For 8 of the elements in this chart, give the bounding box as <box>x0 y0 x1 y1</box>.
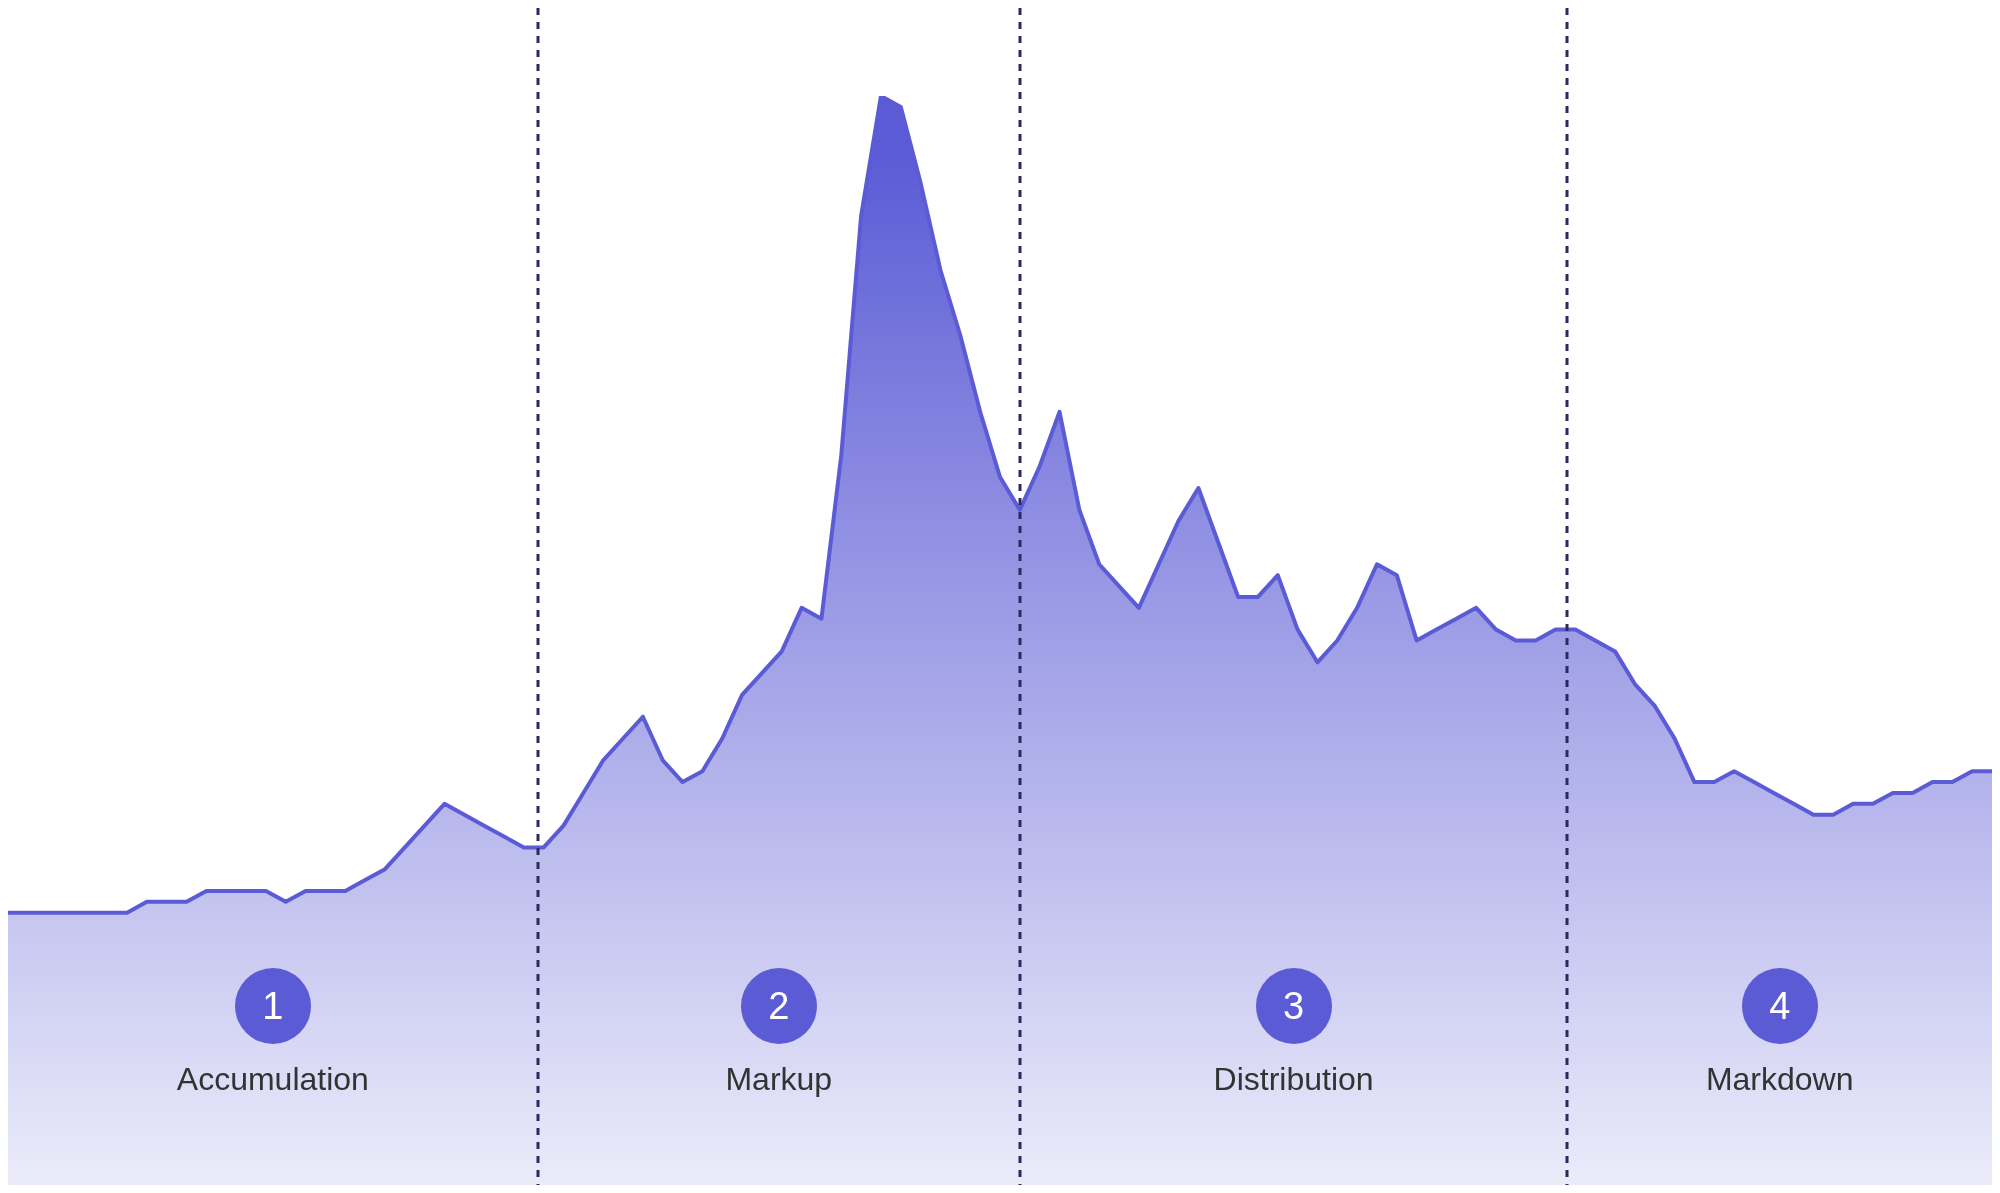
annotation: 2 <box>767 984 791 1029</box>
annotation: Markdown <box>1704 1060 1855 1100</box>
annotation: Markup <box>724 1060 834 1100</box>
annotation: Accumulation <box>175 1060 370 1100</box>
annotation: 3 <box>1282 984 1306 1029</box>
annotation: 1 <box>261 984 285 1029</box>
annotation: 4 <box>1768 984 1792 1029</box>
annotation: Distribution <box>1212 1060 1375 1100</box>
